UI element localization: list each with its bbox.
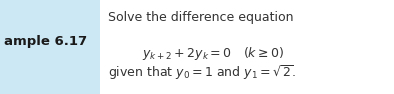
Text: $y_{k+2} + 2y_k = 0\quad (k \geq 0)$: $y_{k+2} + 2y_k = 0\quad (k \geq 0)$ xyxy=(141,45,284,62)
FancyBboxPatch shape xyxy=(0,0,100,94)
Text: given that $y_0 = 1$ and $y_1 = \sqrt{2}.$: given that $y_0 = 1$ and $y_1 = \sqrt{2}… xyxy=(108,63,297,82)
Text: ample 6.17: ample 6.17 xyxy=(4,35,87,48)
Text: Solve the difference equation: Solve the difference equation xyxy=(108,11,294,24)
